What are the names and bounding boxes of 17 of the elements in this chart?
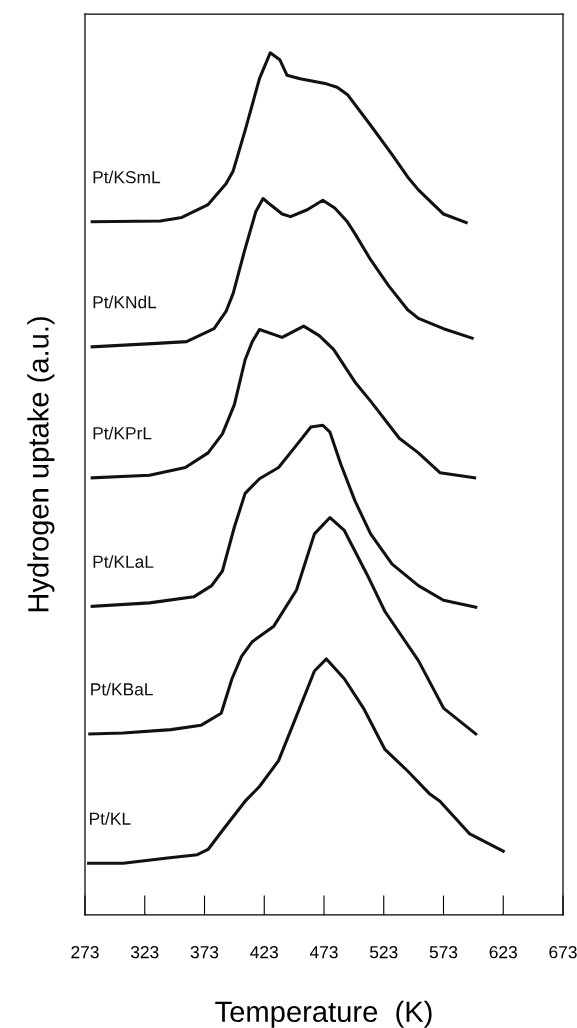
text: Pt/KBaL xyxy=(91,682,153,696)
series-label: Pt/KPrL xyxy=(93,426,152,440)
x-tick-label: 473 xyxy=(309,946,338,959)
x-tick-label: 373 xyxy=(190,946,219,959)
y-axis-title: Hydrogen uptake (a.u.) xyxy=(27,317,55,612)
text: Pt/KNdL xyxy=(93,295,157,309)
x-tick-label: 623 xyxy=(489,946,517,959)
x-tick-label: 423 xyxy=(250,946,278,959)
x-tick-label: 673 xyxy=(549,946,577,959)
text: Pt/KSmL xyxy=(93,170,161,184)
x-axis-title: Temperature (K) xyxy=(215,1000,432,1028)
x-tick-label: 573 xyxy=(429,946,458,959)
text: Pt/KL xyxy=(90,812,131,825)
series-label: Pt/KLaL xyxy=(93,555,154,568)
x-tick-label: 523 xyxy=(369,946,398,959)
x-tick-label: 273 xyxy=(71,946,99,959)
x-tick-label: 323 xyxy=(130,946,159,959)
